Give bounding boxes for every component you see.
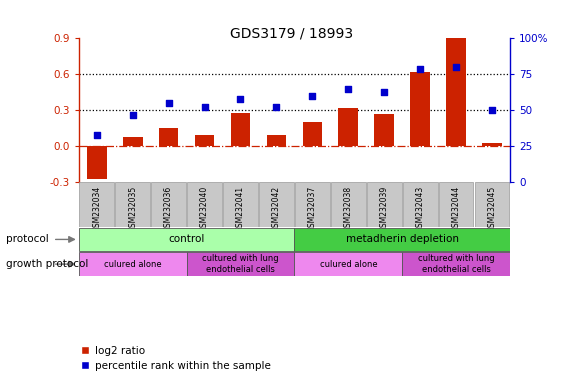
Bar [87, 146, 107, 179]
Text: GSM232042: GSM232042 [272, 186, 281, 232]
Point [308, 93, 317, 99]
Point [200, 104, 209, 111]
Bar [123, 137, 142, 146]
Text: GSM232044: GSM232044 [452, 186, 461, 232]
FancyBboxPatch shape [294, 228, 510, 251]
FancyBboxPatch shape [79, 228, 294, 251]
Point [487, 107, 497, 113]
Text: cultured with lung
endothelial cells: cultured with lung endothelial cells [418, 255, 494, 274]
Text: cultured with lung
endothelial cells: cultured with lung endothelial cells [202, 255, 279, 274]
Point [451, 64, 461, 70]
Bar [374, 114, 394, 146]
Text: GSM232043: GSM232043 [416, 186, 425, 232]
Text: GSM232036: GSM232036 [164, 186, 173, 232]
Point [128, 111, 138, 118]
Bar [447, 38, 466, 146]
FancyBboxPatch shape [295, 182, 329, 227]
Text: culured alone: culured alone [319, 260, 377, 269]
Text: culured alone: culured alone [104, 260, 161, 269]
Point [164, 100, 173, 106]
Legend: log2 ratio, percentile rank within the sample: log2 ratio, percentile rank within the s… [75, 341, 275, 375]
Text: GSM232038: GSM232038 [344, 186, 353, 232]
Text: metadherin depletion: metadherin depletion [346, 234, 459, 245]
Text: GSM232035: GSM232035 [128, 186, 137, 232]
Bar [195, 136, 215, 146]
FancyBboxPatch shape [331, 182, 366, 227]
Bar [159, 128, 178, 146]
Point [92, 132, 101, 138]
Text: protocol: protocol [6, 234, 48, 245]
FancyBboxPatch shape [223, 182, 258, 227]
FancyBboxPatch shape [367, 182, 402, 227]
FancyBboxPatch shape [294, 252, 402, 276]
FancyBboxPatch shape [402, 252, 510, 276]
Text: GDS3179 / 18993: GDS3179 / 18993 [230, 27, 353, 41]
Text: GSM232041: GSM232041 [236, 186, 245, 232]
Bar [339, 108, 358, 146]
FancyBboxPatch shape [439, 182, 473, 227]
Bar [303, 122, 322, 146]
Bar [231, 113, 250, 146]
Text: GSM232045: GSM232045 [487, 186, 497, 232]
FancyBboxPatch shape [152, 182, 186, 227]
FancyBboxPatch shape [115, 182, 150, 227]
FancyBboxPatch shape [475, 182, 510, 227]
Point [344, 86, 353, 92]
FancyBboxPatch shape [187, 182, 222, 227]
Text: GSM232034: GSM232034 [92, 186, 101, 232]
Bar [266, 136, 286, 146]
Point [272, 104, 281, 111]
Text: growth protocol: growth protocol [6, 259, 88, 269]
Text: GSM232037: GSM232037 [308, 186, 317, 232]
FancyBboxPatch shape [403, 182, 437, 227]
FancyBboxPatch shape [187, 252, 294, 276]
Point [236, 96, 245, 102]
Point [380, 89, 389, 95]
Text: control: control [168, 234, 205, 245]
FancyBboxPatch shape [259, 182, 294, 227]
Point [416, 66, 425, 72]
Bar [482, 142, 502, 146]
Text: GSM232040: GSM232040 [200, 186, 209, 232]
Text: GSM232039: GSM232039 [380, 186, 389, 232]
FancyBboxPatch shape [79, 252, 187, 276]
FancyBboxPatch shape [79, 182, 114, 227]
Bar [410, 72, 430, 146]
